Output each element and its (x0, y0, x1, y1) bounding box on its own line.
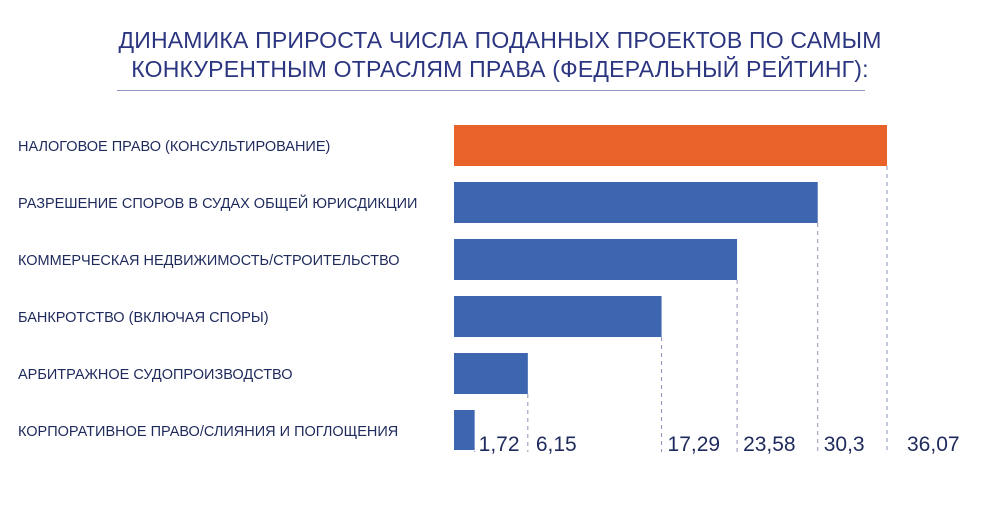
category-label-3: КОММЕРЧЕСКАЯ НЕДВИЖИМОСТЬ/СТРОИТЕЛЬСТВО (18, 253, 400, 269)
chart-title-line-1: ДИНАМИКА ПРИРОСТА ЧИСЛА ПОДАННЫХ ПРОЕКТО… (118, 27, 882, 53)
category-label-5: АРБИТРАЖНОЕ СУДОПРОИЗВОДСТВО (18, 367, 293, 383)
chart-title: ДИНАМИКА ПРИРОСТА ЧИСЛА ПОДАННЫХ ПРОЕКТО… (0, 26, 1000, 84)
title-underline (117, 90, 865, 91)
category-label-4: БАНКРОТСТВО (ВКЛЮЧАЯ СПОРЫ) (18, 310, 269, 326)
category-label-2: РАЗРЕШЕНИЕ СПОРОВ В СУДАХ ОБЩЕЙ ЮРИСДИКЦ… (18, 194, 417, 212)
category-label-6: КОРПОРАТИВНОЕ ПРАВО/СЛИЯНИЯ И ПОГЛОЩЕНИЯ (18, 424, 398, 440)
value-label-1: 36,07 (907, 433, 960, 456)
value-label-4: 17,29 (668, 433, 721, 456)
bar-4 (454, 296, 662, 337)
bar-2 (454, 182, 818, 223)
value-label-6: 1,72 (479, 433, 520, 456)
value-label-5: 6,15 (536, 433, 577, 456)
category-label-1: НАЛОГОВОЕ ПРАВО (КОНСУЛЬТИРОВАНИЕ) (18, 139, 330, 155)
chart-title-line-2: КОНКУРЕНТНЫМ ОТРАСЛЯМ ПРАВА (ФЕДЕРАЛЬНЫЙ… (131, 56, 869, 82)
bar-6 (454, 410, 475, 450)
bar-5 (454, 353, 528, 394)
value-label-3: 23,58 (743, 433, 796, 456)
bar-3 (454, 239, 738, 280)
value-label-2: 30,3 (824, 433, 865, 456)
bar-1 (454, 125, 887, 166)
